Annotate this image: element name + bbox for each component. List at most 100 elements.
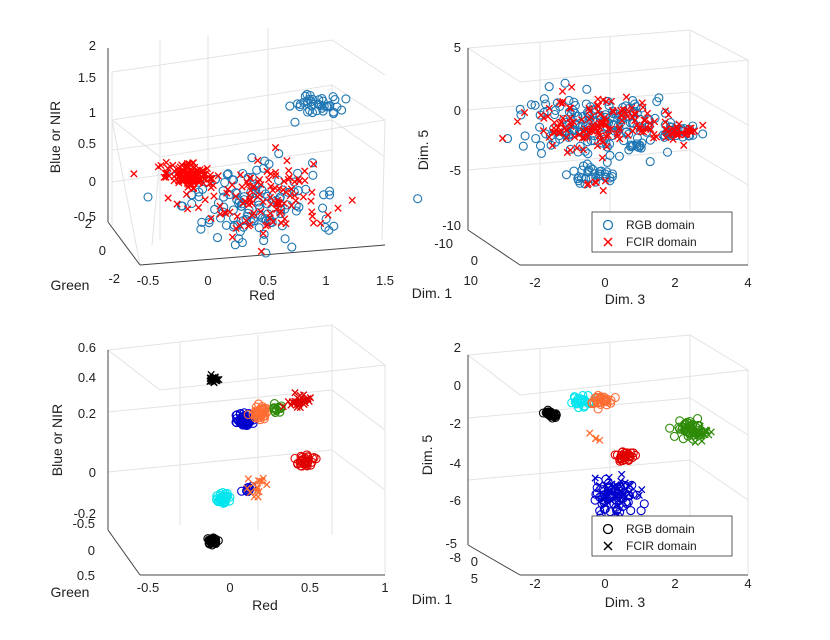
scatter-point-x [301,167,309,175]
scatter-point-x [277,207,285,216]
scatter-point-circle [582,84,592,94]
panel4-z-tick: -8 [449,550,461,565]
axis-labels: -0.5 0 0.5 1 1.5-202-0.500.511.52RedGreenBlu… [47,38,752,613]
panel3-cluster-5 [243,399,273,425]
scatter-point-x [638,99,646,107]
scatter-point-x [162,158,170,167]
scatter-point-x [228,181,236,189]
panel1-z-tick: 0 [89,174,96,189]
panel-top-right [466,29,750,266]
scatter-point-x [568,83,576,91]
scatter-point-x [257,208,265,216]
scatter-point-circle [318,203,328,213]
panel1-cluster-1 [285,89,351,127]
scatter-point-circle [302,89,312,99]
scatter-point-x [244,222,253,230]
scatter-point-circle [669,431,679,441]
panel1-z-label: Blue or NIR [47,101,63,173]
scatter-point-x [604,125,612,133]
scatter-point-x [599,137,608,146]
scatter-point-x [259,474,267,482]
scatter-point-circle [233,220,243,230]
scatter-point-x [605,473,613,482]
legend-label: FCIR domain [626,235,697,249]
scatter-point-circle [328,92,338,102]
scatter-point-circle [337,105,347,115]
scatter-point-circle [561,170,571,180]
scatter-point-x [586,107,594,115]
scatter-point-circle [569,166,579,176]
scatter-point-x [266,193,275,202]
scatter-point-circle [299,97,309,107]
panel4-cluster-6 [686,421,715,446]
panel3-cluster-9 [279,389,315,412]
scatter-point-circle [235,226,245,237]
scatter-point-circle [518,141,528,151]
panel4-cluster-3 [586,429,604,444]
scatter-point-x [662,133,670,142]
scatter-point-x [164,194,172,202]
scatter-point-x [253,483,261,491]
scatter-point-x [257,247,266,255]
scatter-point-x [282,220,290,228]
panel3-cluster-4 [212,488,235,508]
panel1-z-tick: 0.5 [78,136,96,151]
panel1-z-tick: 1 [89,105,96,120]
scatter-point-circle [564,95,574,105]
scatter-point-circle [665,423,675,433]
panel2-x-tick: 2 [671,275,678,290]
panel1-y-tick: 2 [85,216,92,231]
scatter-point-x [628,104,636,112]
scatter-point-x [593,142,602,150]
scatter-point-circle [325,190,335,200]
scatter-point-circle [260,156,270,166]
panel-bottom-right [466,334,750,576]
scatter-point-x [646,119,654,127]
scatter-point-x [290,191,299,200]
scatter-point-circle [269,403,279,413]
scatter-point-x [588,127,596,135]
scatter-point-circle [645,157,655,167]
scatter-point-x [540,114,548,122]
scatter-point-circle [567,398,577,408]
scatter-point-circle [678,434,688,444]
panel2-cluster-5 [661,121,707,149]
scatter-point-x [267,170,275,178]
panel2-cluster-6 [583,177,610,195]
scatter-point-circle [565,144,575,154]
panel3-y-tick: 0 [88,543,95,558]
panel3-x-label: Red [252,597,278,613]
scatter-point-x [638,485,646,494]
scatter-point-circle [544,408,554,418]
panel4-z-tick: -4 [449,456,461,471]
scatter-point-x [548,141,557,150]
scatter-point-x [599,186,607,195]
panel1-y-tick: 0 [99,243,106,258]
scatter-point-circle [270,407,280,418]
scatter-point-x [309,219,318,227]
scatter-point-x [561,124,569,132]
scatter-point-x [545,104,553,113]
scatter-point-x [583,181,592,189]
scatter-point-x [620,489,628,497]
scatter-point-x [562,126,570,134]
scatter-point-x [169,161,177,169]
scatter-point-x [585,115,593,123]
scatter-point-circle [285,101,295,111]
scatter-point-x [203,164,211,173]
scatter-point-x [616,106,625,115]
scatter-point-x [232,224,240,233]
scatter-point-circle [143,192,153,202]
scatter-point-x [154,163,162,171]
scatter-point-circle [259,236,269,246]
scatter-point-circle [413,194,423,204]
scatter-point-x [609,108,618,116]
scatter-point-circle [213,497,223,507]
scatter-point-circle [237,486,247,496]
scatter-point-x [580,128,588,136]
panel1-z-tick: 2 [89,38,96,53]
scatter-point-circle [209,535,219,545]
scatter-point-x [624,131,632,139]
scatter-point-circle [248,418,258,428]
scatter-point-x [201,196,209,204]
